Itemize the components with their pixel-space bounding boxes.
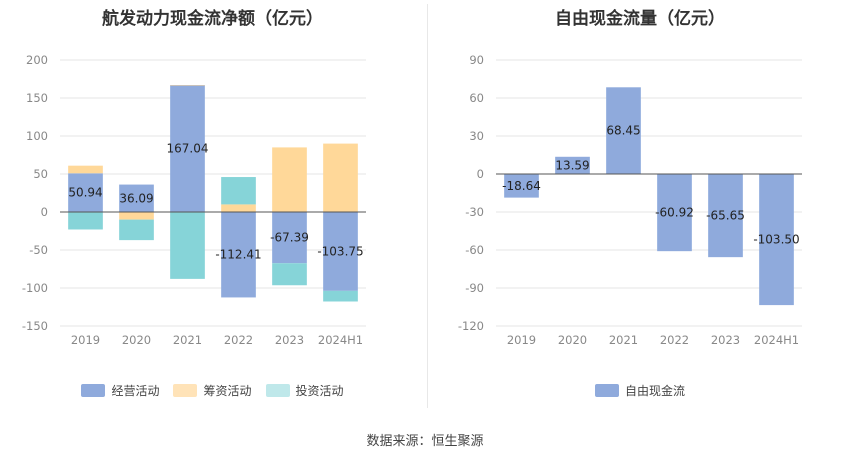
y-tick-label: 90	[469, 53, 484, 67]
data-label: -67.39	[270, 231, 309, 245]
chart-title: 航发动力现金流净额（亿元）	[102, 9, 323, 29]
bar-投资活动[interactable]	[119, 219, 154, 241]
bar-自由现金流[interactable]	[555, 156, 590, 174]
bar-筹资活动[interactable]	[221, 204, 256, 212]
bar-自由现金流[interactable]	[657, 174, 692, 252]
data-label: -65.65	[706, 209, 745, 223]
x-tick-label: 2023	[275, 333, 304, 347]
legend-label: 自由现金流	[624, 384, 685, 398]
bar-筹资活动[interactable]	[68, 165, 103, 174]
x-tick-label: 2021	[609, 333, 638, 347]
y-tick-label: -150	[22, 319, 48, 333]
legend-label: 经营活动	[111, 384, 160, 398]
x-tick-label: 2022	[224, 333, 253, 347]
data-label: 50.94	[68, 186, 102, 200]
bar-投资活动[interactable]	[68, 212, 103, 230]
data-label: -103.50	[753, 233, 799, 247]
bar-筹资活动[interactable]	[323, 143, 358, 212]
y-tick-label: 0	[41, 205, 48, 219]
x-tick-label: 2020	[558, 333, 587, 347]
data-label: -60.92	[655, 206, 694, 220]
y-tick-label: 100	[26, 129, 48, 143]
legend-swatch	[265, 384, 290, 397]
bar-经营活动[interactable]	[323, 212, 358, 291]
bar-自由现金流[interactable]	[606, 87, 641, 174]
y-tick-label: 200	[26, 53, 48, 67]
x-tick-label: 2023	[711, 333, 740, 347]
data-label: -18.64	[502, 179, 541, 193]
legend-item-operating[interactable]: 经营活动	[81, 382, 159, 399]
bar-自由现金流[interactable]	[504, 174, 539, 198]
bar-投资活动[interactable]	[170, 212, 205, 279]
x-tick-label: 2020	[122, 333, 151, 347]
bar-筹资活动[interactable]	[170, 85, 205, 86]
y-tick-label: -120	[458, 319, 484, 333]
legend-item-financing[interactable]: 筹资活动	[173, 382, 252, 399]
bar-自由现金流[interactable]	[708, 174, 743, 258]
x-tick-label: 2024H1	[318, 333, 363, 347]
data-label: 13.59	[555, 158, 589, 172]
legend-label: 投资活动	[295, 384, 344, 398]
y-tick-label: -100	[22, 281, 48, 295]
legend-label: 筹资活动	[203, 384, 252, 398]
data-label: -112.41	[215, 248, 261, 262]
y-tick-label: -50	[29, 243, 48, 257]
data-label: -103.75	[317, 244, 363, 258]
panel-divider	[427, 4, 428, 408]
bar-自由现金流[interactable]	[759, 174, 794, 306]
x-tick-label: 2024H1	[754, 333, 799, 347]
cashflow-net-plot: 200 150 100 50 0 -50 -100 -150 2019 50.94 2020 36.0…	[22, 53, 366, 347]
data-label: 36.09	[119, 191, 153, 205]
bar-经营活动[interactable]	[272, 212, 307, 264]
cashflow-net-chart: 航发动力现金流净额（亿元） 200 150 100 50 0 -50 -100 -150 201…	[0, 0, 425, 410]
legend-swatch	[173, 384, 198, 397]
bar-投资活动[interactable]	[323, 290, 358, 302]
bar-经营活动[interactable]	[68, 173, 103, 212]
bar-投资活动[interactable]	[221, 177, 256, 205]
x-tick-label: 2021	[173, 333, 202, 347]
chart-title: 自由现金流量（亿元）	[555, 9, 725, 29]
bar-筹资活动[interactable]	[272, 147, 307, 212]
bar-经营活动[interactable]	[119, 184, 154, 212]
data-label: 167.04	[167, 142, 209, 156]
y-tick-label: 50	[33, 167, 48, 181]
legend-swatch	[594, 384, 619, 397]
chart-legend: 自由现金流	[430, 382, 850, 399]
legend-swatch	[81, 384, 106, 397]
bar-筹资活动[interactable]	[119, 212, 154, 220]
y-tick-label: -60	[465, 243, 484, 257]
free-cashflow-plot: 90 60 30 0 -30 -60 -90 -120 2019 -18.64 2020 13.59 2…	[458, 53, 802, 347]
y-tick-label: 60	[469, 91, 484, 105]
x-tick-label: 2022	[660, 333, 689, 347]
data-source: 数据来源：恒生聚源	[366, 434, 484, 449]
free-cashflow-chart: 自由现金流量（亿元） 90 60 30 0 -30 -60 -90 -120 2019 -18.6…	[430, 0, 850, 410]
y-tick-label: -30	[465, 205, 484, 219]
x-tick-label: 2019	[71, 333, 100, 347]
bar-投资活动[interactable]	[272, 263, 307, 286]
bar-经营活动[interactable]	[170, 85, 205, 212]
data-label: 68.45	[606, 124, 640, 138]
bar-经营活动[interactable]	[221, 212, 256, 298]
legend-item-free-cashflow[interactable]: 自由现金流	[594, 382, 685, 399]
y-tick-label: -90	[465, 281, 484, 295]
legend-item-investing[interactable]: 投资活动	[265, 382, 344, 399]
y-tick-label: 30	[469, 129, 484, 143]
y-tick-label: 150	[26, 91, 48, 105]
y-tick-label: 0	[477, 167, 484, 181]
x-tick-label: 2019	[507, 333, 536, 347]
chart-legend: 经营活动 筹资活动 投资活动	[0, 382, 425, 399]
